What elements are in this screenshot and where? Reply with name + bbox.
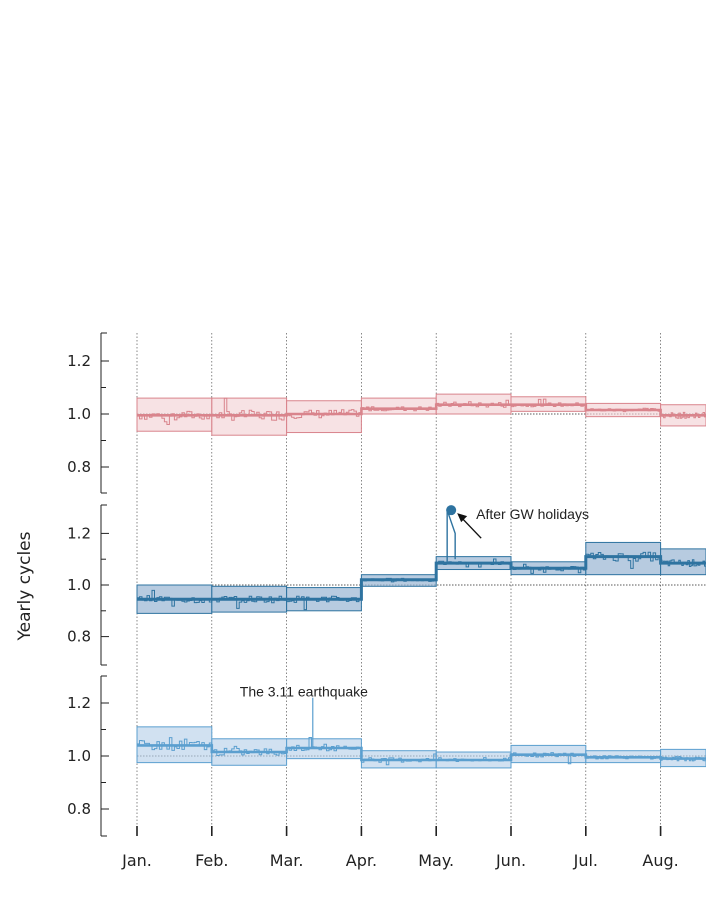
y-tick-label-1-0: 0.8 bbox=[67, 628, 91, 646]
y-tick-label-2-0: 0.8 bbox=[67, 800, 91, 818]
annotation-text-0: After GW holidays bbox=[476, 506, 589, 522]
month-label-1: Feb. bbox=[195, 851, 228, 870]
y-tick-label-0-1: 1.0 bbox=[67, 405, 91, 423]
month-label-6: Jul. bbox=[573, 851, 598, 870]
mean-line-1 bbox=[137, 555, 706, 601]
month-label-4: May. bbox=[418, 851, 454, 870]
y-tick-label-1-2: 1.2 bbox=[67, 524, 91, 542]
band-1-6 bbox=[585, 541, 662, 576]
panel-0 bbox=[136, 393, 706, 436]
month-label-3: Apr. bbox=[346, 851, 377, 870]
panels bbox=[136, 393, 706, 769]
peak-marker bbox=[446, 505, 457, 516]
panel-1 bbox=[136, 505, 706, 614]
y-tick-label-2-2: 1.2 bbox=[67, 694, 91, 712]
annotations: After GW holidays The 3.11 earthquake bbox=[240, 506, 589, 700]
y-tick-label-1-1: 1.0 bbox=[67, 576, 91, 594]
y-axis-label: Yearly cycles bbox=[15, 531, 35, 641]
y-tick-label-2-1: 1.0 bbox=[67, 747, 91, 765]
month-label-7: Aug. bbox=[642, 851, 678, 870]
month-label-5: Jun. bbox=[495, 851, 526, 870]
band-0-1 bbox=[211, 397, 288, 436]
mean-line-0 bbox=[137, 403, 706, 417]
annotation-text-1: The 3.11 earthquake bbox=[240, 684, 368, 700]
panel-2 bbox=[136, 697, 706, 769]
mean-line-2 bbox=[137, 744, 706, 762]
annotation-arrowhead-0 bbox=[457, 513, 468, 523]
month-label-2: Mar. bbox=[270, 851, 304, 870]
peak-line bbox=[446, 509, 456, 562]
y-tick-label-0-0: 0.8 bbox=[67, 458, 91, 476]
band-0-2 bbox=[286, 400, 362, 434]
band-0-3 bbox=[360, 397, 437, 415]
month-label-0: Jan. bbox=[121, 851, 152, 870]
axes: 0.8 1.0 1.2 0.8 1.0 1.2 0.8 1.0 1.2 bbox=[67, 332, 662, 837]
y-tick-label-0-2: 1.2 bbox=[67, 352, 91, 370]
month-labels: Jan. Feb. Mar. Apr. May. Jun. Jul. Aug. bbox=[121, 851, 679, 870]
